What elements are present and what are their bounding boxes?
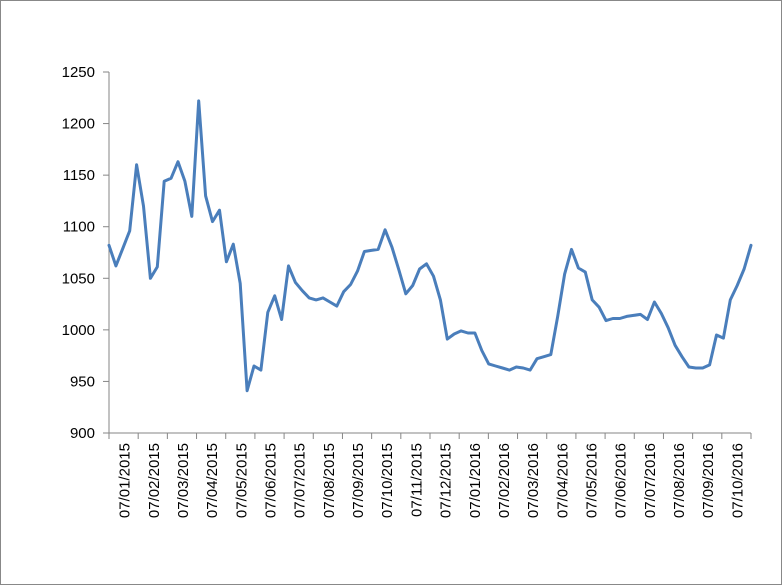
x-tick-label: 07/02/2016 bbox=[496, 443, 513, 518]
y-tick-label: 1050 bbox=[62, 270, 95, 287]
y-tick-label: 1200 bbox=[62, 116, 95, 133]
y-tick-label: 1250 bbox=[62, 64, 95, 81]
x-tick-label: 07/05/2015 bbox=[233, 443, 250, 518]
series-line bbox=[107, 99, 753, 393]
x-tick-label: 07/03/2015 bbox=[175, 443, 192, 518]
x-tick-label: 07/05/2016 bbox=[584, 443, 601, 518]
x-tick-label: 07/07/2016 bbox=[642, 443, 659, 518]
y-tick-label: 1150 bbox=[63, 167, 95, 184]
x-tick-label: 07/04/2015 bbox=[204, 443, 221, 518]
x-tick-label: 07/09/2015 bbox=[350, 443, 367, 518]
x-tick-label: 07/01/2016 bbox=[467, 443, 484, 518]
x-tick-label: 07/02/2015 bbox=[146, 443, 163, 518]
y-axis: 900 950 1000 1050 1100 1150 1200 1250 bbox=[62, 64, 110, 442]
x-tick-label: 07/07/2015 bbox=[292, 443, 309, 518]
x-tick-label: 07/08/2016 bbox=[671, 443, 688, 518]
y-tick-label: 950 bbox=[70, 373, 95, 390]
x-tick-label: 07/04/2016 bbox=[554, 443, 571, 518]
x-tick-label: 07/12/2015 bbox=[438, 443, 455, 518]
x-tick-label: 07/11/2015 bbox=[408, 443, 425, 517]
x-tick-label: 07/06/2015 bbox=[263, 443, 280, 518]
x-tick-label: 07/08/2015 bbox=[321, 443, 338, 518]
x-tick-label: 07/03/2016 bbox=[525, 443, 542, 518]
x-tick-label: 07/06/2016 bbox=[613, 443, 630, 518]
x-tick-label: 07/10/2016 bbox=[729, 443, 746, 518]
x-tick-label: 07/01/2015 bbox=[117, 443, 134, 518]
x-tick-label: 07/09/2016 bbox=[700, 443, 717, 518]
x-tick-label: 07/10/2015 bbox=[379, 443, 396, 518]
x-axis: 07/01/2015 07/02/2015 07/03/2015 07/04/2015… bbox=[108, 432, 752, 518]
y-tick-label: 1100 bbox=[63, 219, 95, 236]
series-group bbox=[107, 99, 753, 393]
y-tick-label: 900 bbox=[70, 425, 95, 442]
y-tick-label: 1000 bbox=[62, 322, 95, 339]
